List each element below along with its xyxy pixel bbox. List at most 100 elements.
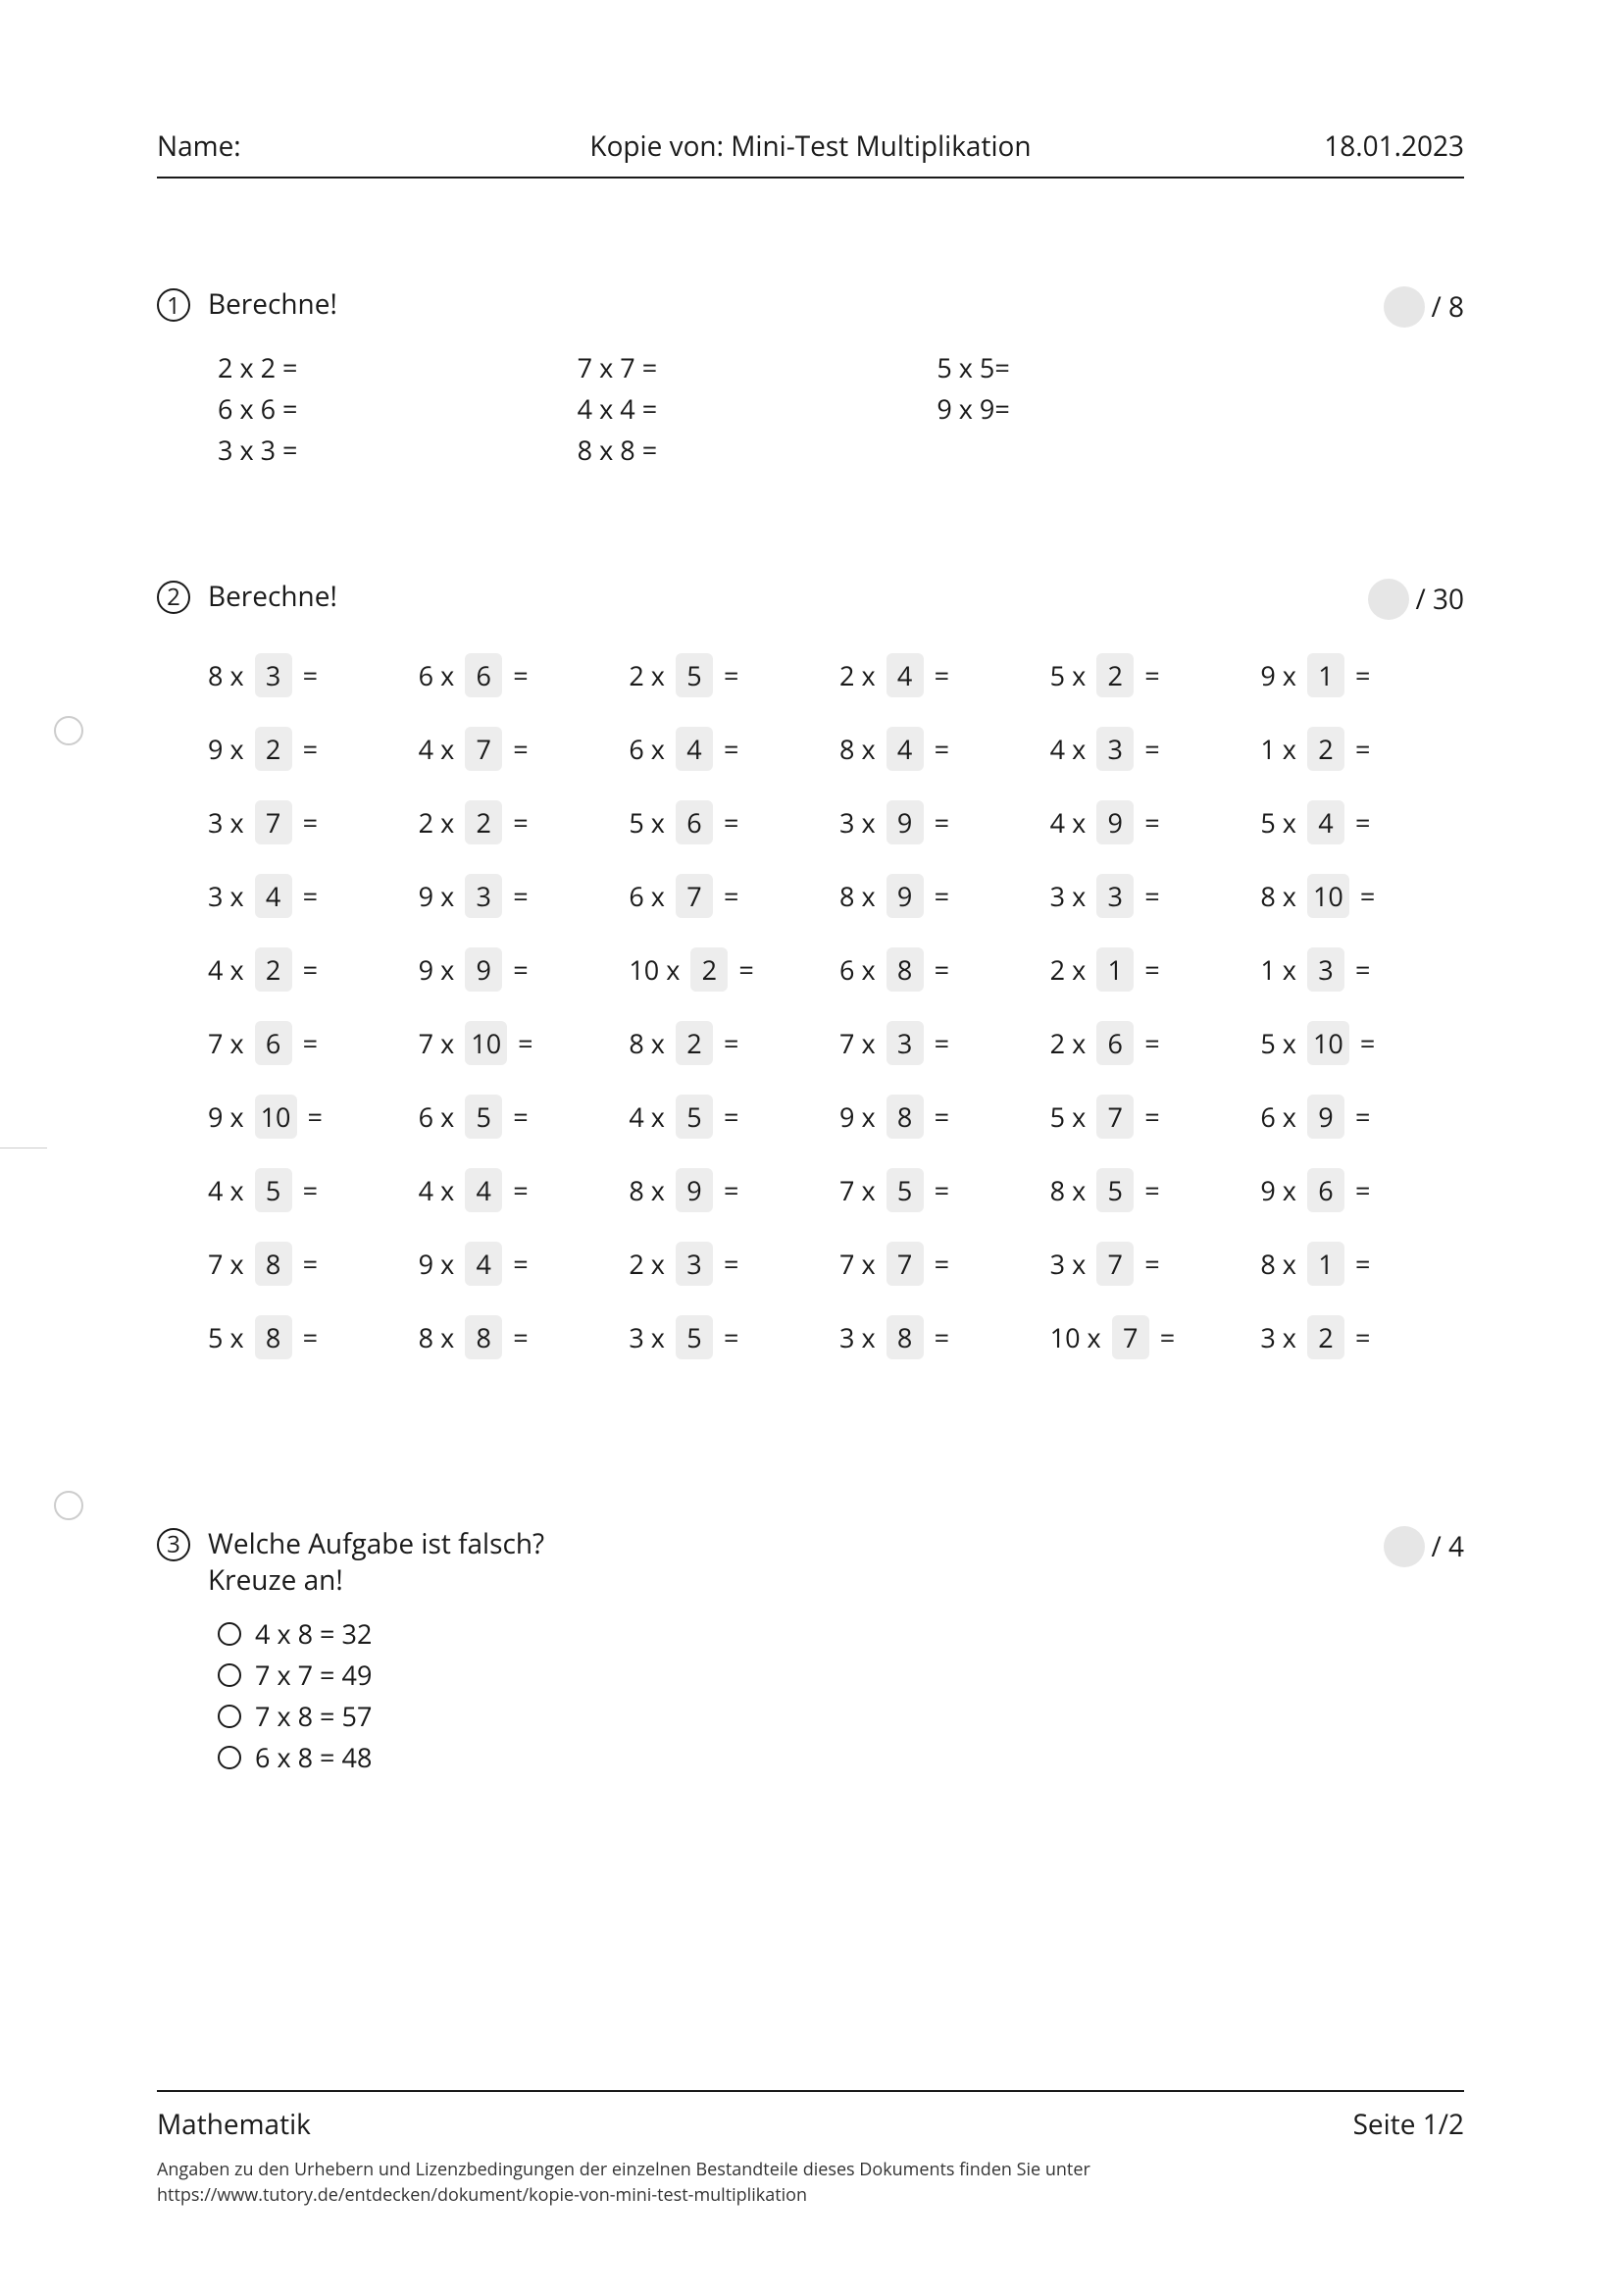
task1-problem: 2 x 2 = [218, 347, 578, 388]
score-display: / 4 [1384, 1526, 1464, 1567]
task1-problem: 6 x 6 = [218, 388, 578, 430]
radio-icon[interactable] [218, 1622, 241, 1646]
task2-problem: 8 x 2 = [629, 1021, 832, 1065]
radio-icon[interactable] [218, 1663, 241, 1687]
score-display: / 30 [1368, 579, 1464, 620]
task2-operand-box: 9 [886, 800, 924, 844]
task3-option[interactable]: 6 x 8 = 48 [218, 1737, 1464, 1778]
task2-problem: 7 x 8 = [208, 1242, 411, 1286]
task2-problem: 9 x 2 = [208, 727, 411, 771]
task-title: Berechne! [208, 579, 1368, 616]
radio-icon[interactable] [218, 1705, 241, 1728]
task2-problem: 2 x 5 = [629, 653, 832, 697]
footer-page-number: Seite 1/2 [1353, 2106, 1464, 2143]
task2-operand-box: 7 [1112, 1315, 1149, 1359]
task2-operand-box: 10 [465, 1021, 507, 1065]
task3-option[interactable]: 7 x 7 = 49 [218, 1655, 1464, 1696]
task-2: 2 Berechne! / 30 8 x 3 =6 x 6 =2 x 5 =2 … [157, 579, 1464, 1359]
task2-operand-box: 6 [1096, 1021, 1134, 1065]
task2-problem: 2 x 2 = [419, 800, 622, 844]
task2-problem: 2 x 1 = [1050, 947, 1253, 992]
task2-operand-box: 4 [1307, 800, 1344, 844]
task2-problem: 3 x 7 = [208, 800, 411, 844]
task2-operand-box: 9 [1307, 1095, 1344, 1139]
footer-attribution: Angaben zu den Urhebern und Lizenzbeding… [157, 2157, 1464, 2208]
task-number-badge: 3 [157, 1528, 190, 1561]
task-number-badge: 2 [157, 581, 190, 614]
score-input-blob[interactable] [1384, 1526, 1425, 1567]
task2-operand-box: 5 [255, 1168, 292, 1212]
task2-operand-box: 3 [1307, 947, 1344, 992]
task1-problem: 8 x 8 = [578, 430, 937, 471]
task2-problem: 8 x 9 = [629, 1168, 832, 1212]
task2-problem: 3 x 7 = [1050, 1242, 1253, 1286]
task2-operand-box: 2 [1307, 1315, 1344, 1359]
task2-operand-box: 7 [255, 800, 292, 844]
radio-icon[interactable] [218, 1746, 241, 1769]
task2-problem: 9 x 1 = [1260, 653, 1463, 697]
task1-problem-grid: 2 x 2 =7 x 7 =5 x 5=6 x 6 =4 x 4 =9 x 9=… [218, 347, 1296, 471]
task2-operand-box: 3 [886, 1021, 924, 1065]
score-input-blob[interactable] [1384, 286, 1425, 328]
task2-problem: 9 x 6 = [1260, 1168, 1463, 1212]
task2-problem: 9 x 9 = [419, 947, 622, 992]
page-footer: Mathematik Seite 1/2 Angaben zu den Urhe… [157, 2090, 1464, 2208]
task2-operand-box: 8 [465, 1315, 502, 1359]
task2-operand-box: 8 [255, 1315, 292, 1359]
task2-operand-box: 6 [676, 800, 713, 844]
task3-option-label: 7 x 8 = 57 [255, 1696, 372, 1737]
task2-operand-box: 10 [255, 1095, 297, 1139]
task-title-line: Kreuze an! [208, 1561, 343, 1599]
task2-operand-box: 2 [1307, 727, 1344, 771]
task2-operand-box: 7 [1096, 1242, 1134, 1286]
punch-hole [54, 1491, 83, 1520]
punch-hole [54, 716, 83, 745]
task2-operand-box: 10 [1307, 1021, 1349, 1065]
task1-problem: 9 x 9= [937, 388, 1296, 430]
task2-problem: 9 x 8 = [839, 1095, 1042, 1139]
task2-problem: 10 x 7 = [1050, 1315, 1253, 1359]
max-points: / 8 [1431, 288, 1464, 326]
task2-problem: 4 x 5 = [208, 1168, 411, 1212]
task2-problem: 4 x 5 = [629, 1095, 832, 1139]
task2-operand-box: 7 [1096, 1095, 1134, 1139]
score-input-blob[interactable] [1368, 579, 1409, 620]
task2-operand-box: 4 [886, 653, 924, 697]
task2-operand-box: 6 [1307, 1168, 1344, 1212]
task2-operand-box: 7 [886, 1242, 924, 1286]
task2-operand-box: 3 [1096, 874, 1134, 918]
task2-problem: 7 x 7 = [839, 1242, 1042, 1286]
task2-problem: 2 x 3 = [629, 1242, 832, 1286]
task2-problem: 7 x 10 = [419, 1021, 622, 1065]
task-number-badge: 1 [157, 288, 190, 322]
task3-option[interactable]: 7 x 8 = 57 [218, 1696, 1464, 1737]
max-points: / 4 [1431, 1528, 1464, 1565]
task2-problem: 6 x 7 = [629, 874, 832, 918]
task-3: 3 Welche Aufgabe ist falsch? Kreuze an! … [157, 1526, 1464, 1778]
task2-problem: 7 x 6 = [208, 1021, 411, 1065]
task2-operand-box: 8 [255, 1242, 292, 1286]
task2-problem: 2 x 4 = [839, 653, 1042, 697]
task2-problem: 5 x 7 = [1050, 1095, 1253, 1139]
task1-problem: 4 x 4 = [578, 388, 937, 430]
page-date: 18.01.2023 [1324, 128, 1464, 165]
task3-option[interactable]: 4 x 8 = 32 [218, 1613, 1464, 1655]
task2-problem: 4 x 3 = [1050, 727, 1253, 771]
task2-problem: 9 x 10 = [208, 1095, 411, 1139]
task2-problem: 4 x 2 = [208, 947, 411, 992]
task2-problem: 5 x 2 = [1050, 653, 1253, 697]
task2-operand-box: 2 [1096, 653, 1134, 697]
score-display: / 8 [1384, 286, 1464, 328]
task2-operand-box: 9 [1096, 800, 1134, 844]
task2-operand-box: 9 [886, 874, 924, 918]
task2-problem: 8 x 8 = [419, 1315, 622, 1359]
task1-problem: 3 x 3 = [218, 430, 578, 471]
task2-problem: 1 x 2 = [1260, 727, 1463, 771]
task2-operand-box: 9 [465, 947, 502, 992]
task2-problem: 5 x 8 = [208, 1315, 411, 1359]
task-title-line: Welche Aufgabe ist falsch? [208, 1525, 544, 1562]
task2-operand-box: 9 [676, 1168, 713, 1212]
task2-problem: 4 x 9 = [1050, 800, 1253, 844]
footer-subject: Mathematik [157, 2106, 311, 2143]
max-points: / 30 [1415, 581, 1464, 618]
